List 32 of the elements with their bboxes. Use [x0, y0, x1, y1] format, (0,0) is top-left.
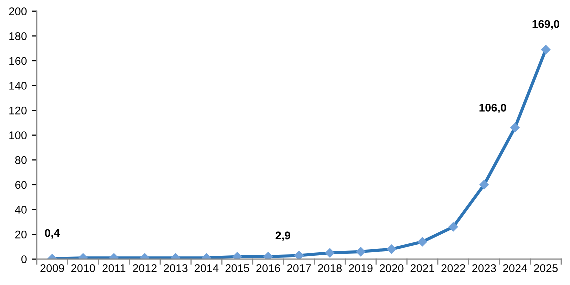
- y-tick-label: 180: [10, 32, 27, 40]
- x-tick-label: 2024: [503, 264, 528, 272]
- data-label: 169,0: [532, 20, 560, 30]
- x-tick-label: 2025: [534, 264, 558, 272]
- x-tick-label: 2011: [102, 264, 126, 272]
- y-tick-label: 200: [9, 8, 27, 16]
- y-tick-label: 0: [22, 256, 27, 264]
- y-tick-label: 100: [10, 132, 27, 140]
- x-tick-label: 2012: [133, 264, 157, 272]
- x-tick-label: 2014: [194, 264, 219, 272]
- x-tick-label: 2015: [226, 264, 250, 272]
- x-tick-label: 2022: [442, 264, 466, 272]
- data-label: 2,9: [276, 232, 291, 242]
- x-tick-label: 2010: [72, 264, 96, 272]
- x-tick-label: 2019: [349, 264, 373, 272]
- x-tick-label: 2020: [380, 264, 404, 272]
- x-tick-label: 2023: [472, 264, 496, 272]
- y-tick-label: 20: [16, 230, 27, 239]
- y-tick-label: 60: [16, 181, 27, 190]
- x-tick-label: 2009: [40, 264, 64, 272]
- x-tick-label: 2013: [164, 264, 188, 272]
- y-tick-label: 40: [15, 206, 27, 214]
- data-label: 0,4: [45, 229, 60, 239]
- data-label: 106,0: [480, 104, 506, 114]
- x-tick-label: 2018: [318, 264, 342, 272]
- y-tick-label: 80: [15, 156, 27, 164]
- y-tick-label: 160: [10, 57, 27, 66]
- x-tick-label: 2021: [410, 264, 434, 272]
- y-tick-label: 120: [10, 106, 27, 115]
- y-tick-label: 140: [10, 82, 27, 90]
- x-tick-label: 2017: [287, 264, 312, 272]
- x-tick-label: 2016: [256, 264, 280, 272]
